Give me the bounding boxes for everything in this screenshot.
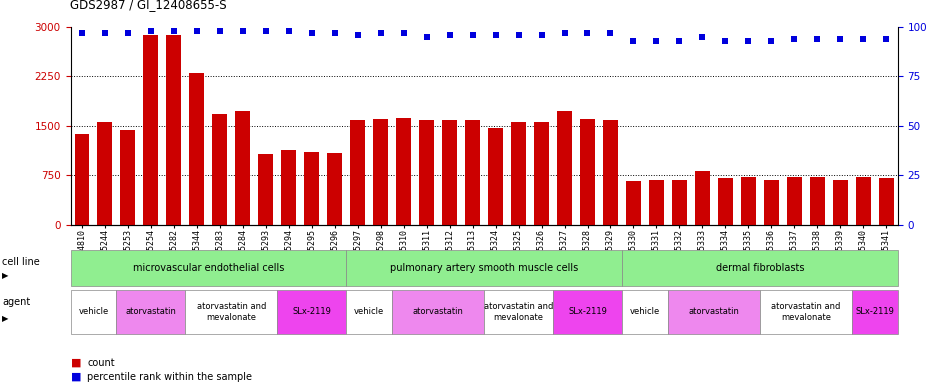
Bar bbox=[305, 152, 320, 225]
Text: ■: ■ bbox=[70, 358, 81, 368]
Bar bbox=[626, 181, 641, 225]
Text: atorvastatin and
mevalonate: atorvastatin and mevalonate bbox=[771, 302, 840, 322]
Text: SLx-2119: SLx-2119 bbox=[568, 308, 607, 316]
Point bbox=[351, 32, 366, 38]
Point bbox=[166, 28, 181, 34]
Text: count: count bbox=[87, 358, 115, 368]
Text: atorvastatin and
mevalonate: atorvastatin and mevalonate bbox=[484, 302, 554, 322]
Bar bbox=[373, 119, 388, 225]
Point bbox=[741, 38, 756, 44]
Bar bbox=[189, 73, 204, 225]
Text: SLx-2119: SLx-2119 bbox=[292, 308, 331, 316]
Text: atorvastatin and
mevalonate: atorvastatin and mevalonate bbox=[196, 302, 266, 322]
Bar bbox=[649, 180, 664, 225]
Point bbox=[373, 30, 388, 36]
Bar bbox=[672, 180, 687, 225]
Bar bbox=[98, 122, 113, 225]
Bar bbox=[580, 119, 595, 225]
Bar bbox=[327, 153, 342, 225]
Point bbox=[511, 32, 526, 38]
Bar bbox=[281, 150, 296, 225]
Bar bbox=[764, 180, 778, 225]
Text: percentile rank within the sample: percentile rank within the sample bbox=[87, 372, 253, 382]
Bar bbox=[74, 134, 89, 225]
Point bbox=[649, 38, 664, 44]
Point bbox=[855, 36, 870, 42]
Bar bbox=[396, 118, 411, 225]
Point bbox=[419, 34, 434, 40]
Bar bbox=[855, 177, 870, 225]
Point bbox=[327, 30, 342, 36]
Text: cell line: cell line bbox=[2, 257, 39, 267]
Point bbox=[98, 30, 113, 36]
Point bbox=[603, 30, 618, 36]
Point bbox=[879, 36, 894, 42]
Point bbox=[74, 30, 89, 36]
Point bbox=[281, 28, 296, 34]
Point bbox=[764, 38, 779, 44]
Bar bbox=[741, 177, 756, 225]
Point bbox=[396, 30, 411, 36]
Text: atorvastatin: atorvastatin bbox=[413, 308, 463, 316]
Point bbox=[695, 34, 710, 40]
Point bbox=[787, 36, 802, 42]
Point bbox=[442, 32, 457, 38]
Text: ■: ■ bbox=[70, 372, 81, 382]
Point bbox=[120, 30, 135, 36]
Point bbox=[626, 38, 641, 44]
Point bbox=[488, 32, 503, 38]
Point bbox=[809, 36, 824, 42]
Text: atorvastatin: atorvastatin bbox=[688, 308, 740, 316]
Bar bbox=[534, 122, 549, 225]
Bar bbox=[488, 128, 503, 225]
Text: GDS2987 / GI_12408655-S: GDS2987 / GI_12408655-S bbox=[70, 0, 227, 11]
Text: agent: agent bbox=[2, 297, 30, 307]
Text: ▶: ▶ bbox=[2, 314, 8, 323]
Bar bbox=[351, 121, 365, 225]
Bar bbox=[212, 114, 227, 225]
Point bbox=[580, 30, 595, 36]
Point bbox=[557, 30, 572, 36]
Text: dermal fibroblasts: dermal fibroblasts bbox=[715, 263, 804, 273]
Bar bbox=[787, 177, 802, 225]
Bar bbox=[557, 111, 572, 225]
Bar bbox=[603, 120, 618, 225]
Bar bbox=[144, 35, 158, 225]
Bar bbox=[511, 122, 526, 225]
Point bbox=[189, 28, 204, 34]
Bar bbox=[695, 170, 710, 225]
Bar bbox=[809, 177, 824, 225]
Bar bbox=[442, 120, 457, 225]
Bar bbox=[718, 178, 733, 225]
Bar bbox=[833, 180, 848, 225]
Text: vehicle: vehicle bbox=[78, 308, 109, 316]
Point bbox=[833, 36, 848, 42]
Bar bbox=[879, 179, 894, 225]
Point bbox=[305, 30, 320, 36]
Text: SLx-2119: SLx-2119 bbox=[855, 308, 894, 316]
Point bbox=[258, 28, 274, 34]
Point bbox=[465, 32, 480, 38]
Text: vehicle: vehicle bbox=[354, 308, 384, 316]
Text: vehicle: vehicle bbox=[630, 308, 660, 316]
Point bbox=[235, 28, 250, 34]
Point bbox=[534, 32, 549, 38]
Bar bbox=[465, 120, 480, 225]
Bar bbox=[258, 154, 274, 225]
Bar bbox=[166, 35, 181, 225]
Bar bbox=[235, 111, 250, 225]
Text: microvascular endothelial cells: microvascular endothelial cells bbox=[133, 263, 284, 273]
Text: ▶: ▶ bbox=[2, 271, 8, 280]
Point bbox=[672, 38, 687, 44]
Point bbox=[144, 28, 159, 34]
Text: atorvastatin: atorvastatin bbox=[125, 308, 177, 316]
Bar bbox=[419, 121, 434, 225]
Point bbox=[718, 38, 733, 44]
Text: pulmonary artery smooth muscle cells: pulmonary artery smooth muscle cells bbox=[390, 263, 578, 273]
Bar bbox=[120, 131, 135, 225]
Point bbox=[212, 28, 227, 34]
